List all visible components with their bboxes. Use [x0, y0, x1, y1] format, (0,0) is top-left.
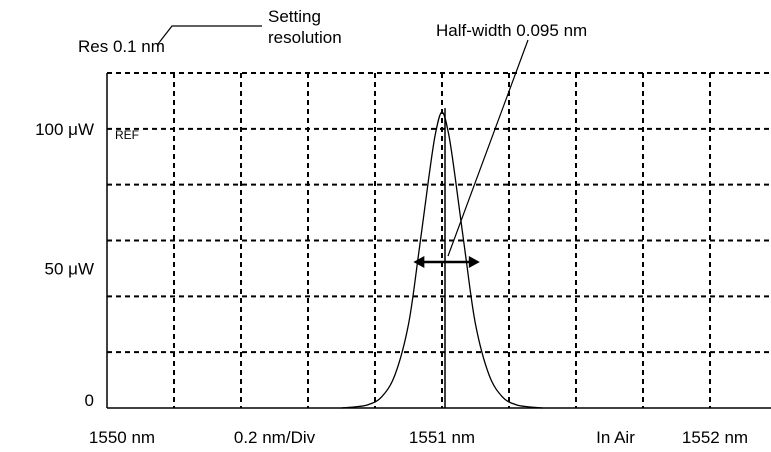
half-width-leader-line	[447, 39, 529, 257]
half-width-arrow	[413, 256, 480, 269]
half-width-label: Half-width 0.095 nm	[436, 21, 587, 40]
ref-marker-label: REF	[115, 128, 139, 142]
y-tick-label: 0	[85, 391, 94, 410]
y-tick-label: 100 μW	[35, 120, 94, 139]
x-tick-label: In Air	[596, 428, 635, 447]
grid	[107, 72, 771, 408]
y-tick-label: 50 μW	[45, 259, 94, 278]
x-tick-label: 1551 nm	[409, 428, 475, 447]
resolution-leader-line	[157, 25, 262, 45]
spectrum-curve	[341, 111, 543, 409]
x-tick-label: 1550 nm	[89, 428, 155, 447]
y-tick-labels: 0 50 μW 100 μW	[35, 120, 94, 410]
x-tick-label: 0.2 nm/Div	[234, 428, 316, 447]
resolution-label: Res 0.1 nm	[78, 37, 165, 56]
x-tick-labels: 1550 nm 0.2 nm/Div 1551 nm In Air 1552 nm	[89, 428, 748, 447]
resolution-note: Setting resolution	[268, 7, 342, 47]
x-tick-label: 1552 nm	[682, 428, 748, 447]
